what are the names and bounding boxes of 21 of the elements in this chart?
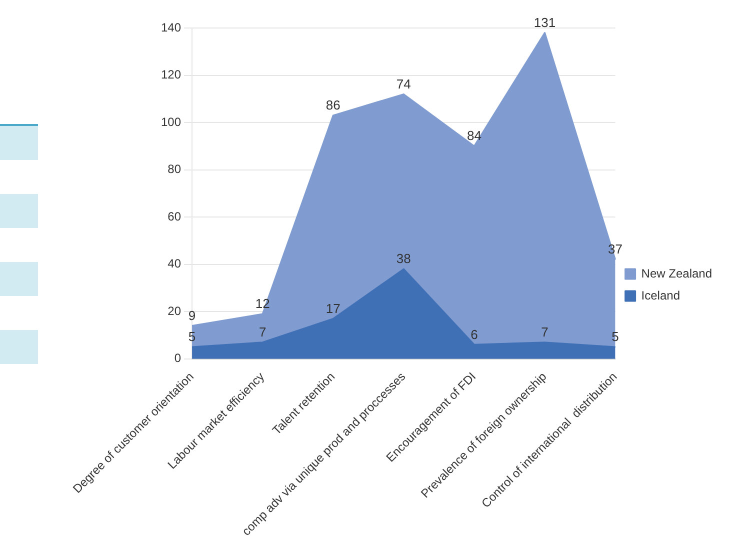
y-tick-label: 100 [160, 114, 182, 129]
y-tick-label: 80 [168, 162, 182, 176]
data-label: 5 [188, 329, 196, 344]
data-label: 6 [470, 326, 478, 342]
legend-label: New Zealand [641, 266, 712, 280]
data-label: 9 [188, 308, 196, 323]
data-label: 7 [258, 324, 266, 340]
data-label: 131 [534, 14, 556, 30]
y-tick-label: 20 [168, 304, 182, 318]
data-label: 5 [612, 329, 619, 344]
y-tick-label: 60 [168, 209, 182, 224]
y-tick-label: 140 [160, 20, 182, 34]
data-label: 86 [326, 98, 340, 113]
data-label: 17 [326, 300, 340, 316]
data-label: 74 [396, 76, 411, 92]
data-label: 38 [396, 251, 411, 266]
legend-label: Iceland [641, 288, 680, 302]
y-tick-label: 40 [168, 256, 182, 271]
data-label: 7 [541, 324, 548, 340]
y-tick-label: 120 [160, 68, 182, 82]
y-tick-label: 0 [174, 351, 182, 366]
